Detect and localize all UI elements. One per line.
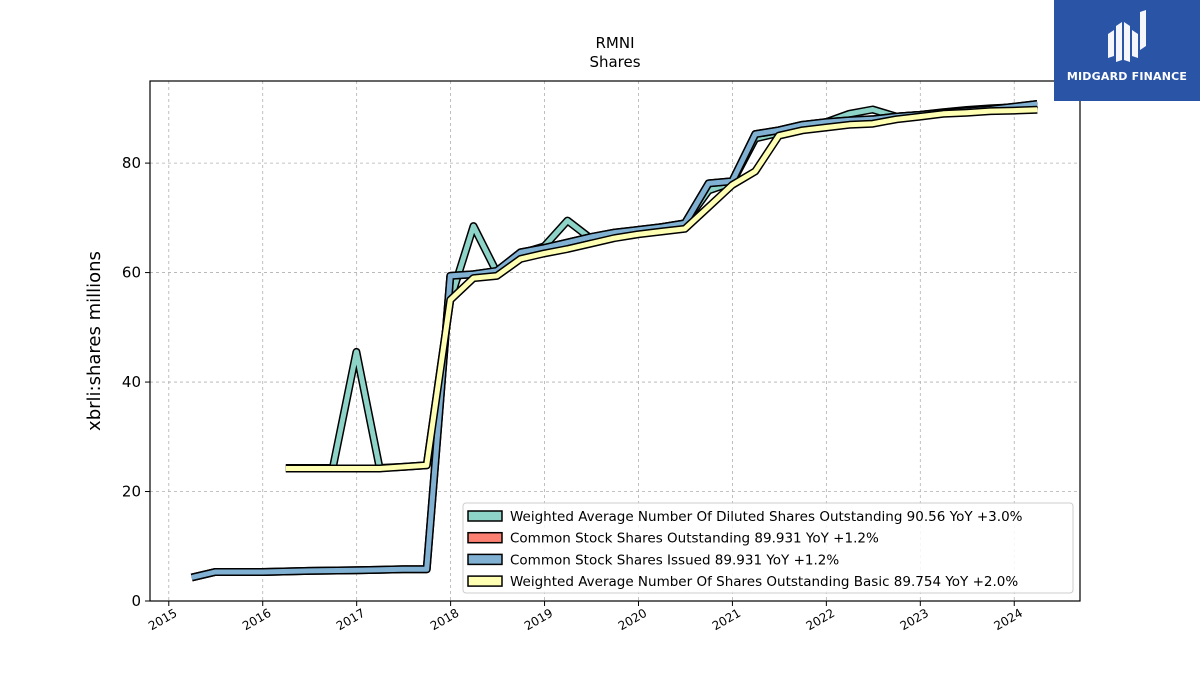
x-axis-ticks: 2015 2016 2017 2018 2019 2020 2021 2022 2023 2024 [146, 601, 1025, 633]
brand-name: MIDGARD FINANCE [1066, 70, 1188, 83]
series-lines [190, 100, 1038, 582]
y-tick-label: 80 [122, 154, 141, 172]
series-3-line [285, 107, 1038, 471]
x-tick-label: 2018 [428, 606, 461, 633]
legend-swatch [467, 553, 503, 566]
y-axis-ticks: 0 20 40 60 80 [122, 154, 150, 610]
y-tick-label: 40 [122, 373, 141, 391]
legend-swatch [467, 575, 503, 587]
legend: Weighted Average Number Of Diluted Share… [462, 502, 1074, 594]
x-tick-label: 2016 [240, 606, 273, 633]
y-tick-label: 0 [131, 592, 141, 610]
x-tick-label: 2023 [898, 606, 931, 633]
legend-swatch [467, 531, 503, 544]
chart-subtitle: Shares [589, 53, 640, 71]
legend-label: Weighted Average Number Of Shares Outsta… [510, 574, 1018, 590]
y-tick-label: 60 [122, 264, 141, 282]
legend-label: Common Stock Shares Outstanding 89.931 Y… [510, 531, 879, 547]
legend-box [462, 502, 1074, 594]
series-0-line [285, 102, 1038, 471]
y-tick-label: 20 [122, 483, 141, 501]
x-tick-label: 2020 [616, 606, 649, 633]
x-tick-label: 2024 [992, 606, 1025, 633]
x-tick-label: 2017 [334, 606, 367, 633]
x-tick-label: 2019 [522, 606, 555, 633]
brand-mark-icon [1108, 10, 1146, 62]
legend-label: Common Stock Shares Issued 89.931 YoY +1… [510, 552, 839, 568]
plot-frame [149, 80, 1081, 602]
series-0-outline [285, 101, 1038, 472]
chart-title: RMNI [595, 34, 634, 52]
x-tick-label: 2015 [146, 606, 179, 633]
x-tick-label: 2022 [804, 606, 837, 633]
x-tick-label: 2021 [710, 606, 743, 633]
brand-logo: MIDGARD FINANCE [1054, 0, 1200, 101]
series-3-outline [285, 105, 1038, 473]
y-axis-label: xbrli:shares millions [84, 251, 105, 431]
legend-swatch [467, 510, 503, 522]
legend-label: Weighted Average Number Of Diluted Share… [510, 509, 1023, 525]
